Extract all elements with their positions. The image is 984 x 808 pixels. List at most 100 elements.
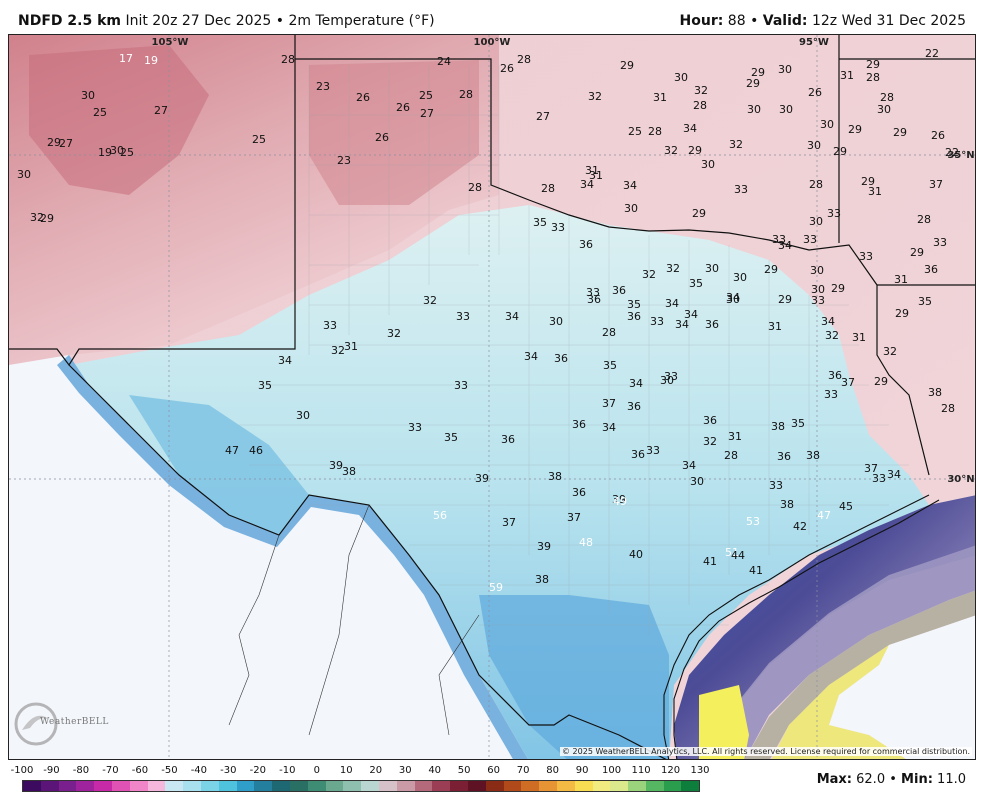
temperature-label: 37 bbox=[841, 376, 855, 389]
temperature-label: 36 bbox=[572, 418, 586, 431]
temperature-label: 36 bbox=[828, 369, 842, 382]
scale-tick-label: 90 bbox=[575, 765, 589, 776]
scale-swatch bbox=[218, 781, 237, 791]
temperature-label: 28 bbox=[517, 53, 531, 66]
scale-tick-label: 70 bbox=[516, 765, 530, 776]
min-label: Min: bbox=[901, 772, 933, 787]
temperature-label: 28 bbox=[866, 71, 880, 84]
temperature-label: 35 bbox=[444, 431, 458, 444]
temperature-label: 33 bbox=[872, 472, 886, 485]
temperature-label: 32 bbox=[664, 144, 678, 157]
scale-tick-label: -10 bbox=[279, 765, 296, 776]
title-separator: • bbox=[275, 13, 285, 29]
temperature-label: 30 bbox=[733, 271, 747, 284]
temperature-label: 30 bbox=[549, 315, 563, 328]
temperature-label: 56 bbox=[433, 509, 447, 522]
temperature-label: 34 bbox=[682, 459, 696, 472]
scale-swatch bbox=[129, 781, 148, 791]
temperature-label: 36 bbox=[501, 433, 515, 446]
temperature-label: 34 bbox=[821, 315, 835, 328]
gulf-lavender bbox=[709, 545, 975, 759]
temperature-label: 29 bbox=[751, 66, 765, 79]
scale-swatch bbox=[450, 781, 468, 791]
scale-swatch bbox=[592, 781, 611, 791]
gulf-yellow bbox=[772, 645, 906, 759]
temperature-label: 25 bbox=[628, 125, 642, 138]
warm-core-nm bbox=[29, 45, 209, 195]
scale-tick-label: 80 bbox=[546, 765, 559, 776]
temperature-label: 28 bbox=[724, 449, 738, 462]
max-value: 62.0 bbox=[856, 772, 886, 787]
scale-swatch bbox=[663, 781, 682, 791]
lon-label-100: 100°W bbox=[474, 37, 511, 48]
map-title: NDFD 2.5 km Init 20z 27 Dec 2025 • 2m Te… bbox=[18, 13, 435, 29]
temperature-label: 31 bbox=[589, 169, 603, 182]
copyright-notice: © 2025 WeatherBELL Analytics, LLC. All r… bbox=[560, 747, 972, 756]
temperature-label: 32 bbox=[331, 344, 345, 357]
weatherbell-logo: WeatherBELL bbox=[12, 700, 108, 748]
temperature-label: 30 bbox=[296, 409, 310, 422]
temperature-label: 35 bbox=[689, 277, 703, 290]
temperature-label: 29 bbox=[848, 123, 862, 136]
temperature-label: 28 bbox=[602, 326, 616, 339]
temperature-label: 33 bbox=[769, 479, 783, 492]
temperature-label: 32 bbox=[387, 327, 401, 340]
scale-swatch bbox=[236, 781, 255, 791]
logo-text: WeatherBELL bbox=[40, 717, 109, 727]
temperature-label: 37 bbox=[864, 462, 878, 475]
temperature-label: 35 bbox=[918, 295, 932, 308]
temperature-label: 30 bbox=[877, 103, 891, 116]
temperature-label: 28 bbox=[541, 182, 555, 195]
temperature-label: 34 bbox=[726, 291, 740, 304]
temperature-label: 34 bbox=[580, 178, 594, 191]
temperature-label: 29 bbox=[893, 126, 907, 139]
temperature-label: 30 bbox=[810, 264, 824, 277]
temperature-label: 35 bbox=[627, 298, 641, 311]
temperature-label: 32 bbox=[588, 90, 602, 103]
temperature-label: 47 bbox=[817, 509, 831, 522]
lat-label-30: 30°N bbox=[947, 474, 974, 485]
temperature-label: 28 bbox=[941, 402, 955, 415]
temperature-label: 31 bbox=[728, 430, 742, 443]
scale-swatch bbox=[325, 781, 344, 791]
temperature-label: 33 bbox=[803, 233, 817, 246]
temperature-label: 29 bbox=[778, 293, 792, 306]
temperature-label: 30 bbox=[701, 158, 715, 171]
scale-tick-label: 110 bbox=[631, 765, 651, 776]
temperature-label: 38 bbox=[771, 420, 785, 433]
scale-tick-label: -80 bbox=[72, 765, 90, 776]
temperature-label: 33 bbox=[933, 236, 947, 249]
temperature-label: 30 bbox=[705, 262, 719, 275]
temperature-label: 39 bbox=[475, 472, 489, 485]
temperature-label: 34 bbox=[684, 308, 698, 321]
hour-value: 88 bbox=[727, 13, 746, 29]
temperature-label: 30 bbox=[81, 89, 95, 102]
temperature-label: 22 bbox=[945, 146, 959, 159]
lon-label-105: 105°W bbox=[152, 37, 189, 48]
temperature-label: 37 bbox=[602, 397, 616, 410]
temperature-label: 34 bbox=[665, 297, 679, 310]
temperature-label: 33 bbox=[824, 388, 838, 401]
scale-swatch bbox=[147, 781, 166, 791]
scale-swatch bbox=[681, 781, 700, 791]
temperature-label: 37 bbox=[929, 178, 943, 191]
temperature-label: 36 bbox=[554, 352, 568, 365]
temperature-label: 32 bbox=[666, 262, 680, 275]
temperature-map[interactable]: 105°W 100°W 95°W 35°N 30°N 17 19 28 24 26 28 2… bbox=[8, 34, 976, 760]
scale-tick-label: 30 bbox=[398, 765, 412, 776]
scale-swatch bbox=[307, 781, 326, 791]
max-label: Max: bbox=[816, 772, 852, 787]
temperature-label: 36 bbox=[612, 284, 626, 297]
temperature-label: 31 bbox=[852, 331, 866, 344]
temperature-label: 36 bbox=[627, 400, 641, 413]
scale-tick-label: -100 bbox=[10, 765, 34, 776]
scale-tick-label: -30 bbox=[220, 765, 237, 776]
temperature-label: 27 bbox=[154, 104, 168, 117]
color-scale: -100 -90 -80 -70 -60 -50 -40 -30 -20 -10 0 10 20 30 40… bbox=[10, 764, 710, 808]
cool-air-texas bbox=[69, 205, 929, 759]
temperature-label: 29 bbox=[833, 145, 847, 158]
scale-swatch bbox=[343, 781, 362, 791]
model-name: NDFD 2.5 km bbox=[18, 13, 121, 29]
temperature-label: 30 bbox=[820, 118, 834, 131]
temperature-label: 45 bbox=[839, 500, 853, 513]
